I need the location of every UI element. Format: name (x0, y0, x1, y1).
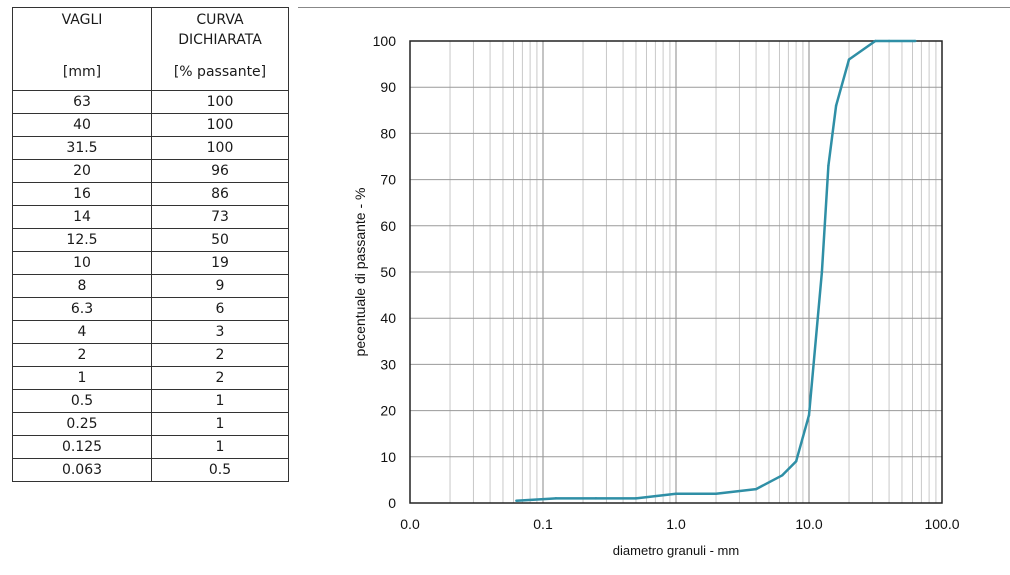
data-point (874, 39, 877, 43)
sieve-size-cell: 4 (12, 320, 152, 344)
header-curva: CURVA DICHIARATA [% passante] (151, 7, 289, 91)
percent-passing-cell: 0.5 (151, 458, 289, 482)
data-point (914, 39, 917, 43)
percent-passing-cell: 86 (151, 182, 289, 206)
y-tick-label: 40 (380, 310, 396, 326)
x-tick-label: 0.1 (533, 516, 553, 532)
data-point (847, 58, 851, 61)
table-row: 31.5 100 (12, 136, 289, 160)
table-row: 20 96 (12, 159, 289, 183)
x-tick-label: 100.0 (924, 516, 959, 532)
sieve-size-cell: 16 (12, 182, 152, 206)
grading-curve-chart: 0 10 20 30 40 50 60 70 80 90 100 0.0 0.1 1.0 10.0 100.0… (352, 33, 960, 558)
percent-passing-cell: 19 (151, 251, 289, 275)
y-tick-label: 30 (380, 356, 396, 372)
sieve-table: VAGLI [mm] CURVA DICHIARATA [% passante]… (12, 7, 289, 482)
header-curva-unit: [% passante] (173, 64, 267, 80)
sieve-size-cell: 0.25 (12, 412, 152, 436)
percent-passing-cell: 6 (151, 297, 289, 321)
sieve-size-cell: 12.5 (12, 228, 152, 252)
table-header-row: VAGLI [mm] CURVA DICHIARATA [% passante] (12, 7, 289, 91)
percent-passing-cell: 100 (151, 113, 289, 137)
percent-passing-cell: 96 (151, 159, 289, 183)
percent-passing-cell: 1 (151, 389, 289, 413)
table-row: 0.063 0.5 (12, 458, 289, 482)
y-tick-label: 60 (380, 218, 396, 234)
table-row: 0.125 1 (12, 435, 289, 459)
table-row: 14 73 (12, 205, 289, 229)
sieve-size-cell: 63 (12, 90, 152, 114)
sieve-size-cell: 0.5 (12, 389, 152, 413)
data-point (554, 497, 558, 500)
table-row: 63 100 (12, 90, 289, 114)
percent-passing-cell: 9 (151, 274, 289, 298)
table-row: 0.5 1 (12, 389, 289, 413)
header-vagli-unit: [mm] (62, 64, 102, 80)
data-point (515, 499, 518, 502)
sieve-size-cell: 6.3 (12, 297, 152, 321)
sieve-size-cell: 0.125 (12, 435, 152, 459)
data-point (594, 497, 598, 500)
sieve-size-cell: 20 (12, 159, 152, 183)
y-tick-label: 20 (380, 403, 396, 419)
table-row: 16 86 (12, 182, 289, 206)
sieve-size-cell: 2 (12, 343, 152, 367)
header-vagli-line1: VAGLI (61, 12, 103, 28)
percent-passing-cell: 1 (151, 435, 289, 459)
header-curva-line1: CURVA (196, 12, 244, 28)
header-curva-line2: DICHIARATA (178, 32, 262, 48)
data-point (794, 460, 798, 463)
percent-passing-cell: 3 (151, 320, 289, 344)
data-point (820, 270, 824, 274)
top-border-line (298, 7, 1010, 8)
table-row: 10 19 (12, 251, 289, 275)
plot-border (409, 40, 943, 504)
percent-passing-cell: 73 (151, 205, 289, 229)
x-tick-label: 10.0 (795, 516, 822, 532)
data-point (714, 492, 718, 495)
table-row: 40 100 (12, 113, 289, 137)
sieve-size-cell: 8 (12, 274, 152, 298)
header-vagli: VAGLI [mm] (12, 7, 152, 91)
data-point (634, 497, 638, 500)
x-tick-label: 1.0 (666, 516, 686, 532)
table-row: 0.25 1 (12, 412, 289, 436)
data-point (834, 104, 838, 107)
percent-passing-cell: 2 (151, 343, 289, 367)
percent-passing-cell: 2 (151, 366, 289, 390)
y-tick-label: 100 (373, 33, 397, 49)
percent-passing-cell: 100 (151, 90, 289, 114)
data-point (887, 39, 891, 43)
sieve-size-cell: 1 (12, 366, 152, 390)
data-point (674, 492, 678, 495)
percent-passing-cell: 50 (151, 228, 289, 252)
y-tick-label: 10 (380, 449, 396, 465)
y-tick-label: 70 (380, 172, 396, 188)
sieve-size-cell: 14 (12, 205, 152, 229)
sieve-size-cell: 40 (12, 113, 152, 137)
y-tick-label: 90 (380, 79, 396, 95)
table-row: 12.5 50 (12, 228, 289, 252)
sieve-size-cell: 0.063 (12, 458, 152, 482)
percent-passing-cell: 100 (151, 136, 289, 160)
data-point (807, 414, 811, 417)
y-axis-label: pecentuale di passante - % (352, 188, 368, 357)
data-point (827, 164, 830, 167)
x-axis-label: diametro granuli - mm (613, 543, 739, 558)
table-row: 6.3 6 (12, 297, 289, 321)
percent-passing-cell: 1 (151, 412, 289, 436)
x-tick-label: 0.0 (400, 516, 420, 532)
y-tick-label: 80 (380, 125, 396, 141)
sieve-size-cell: 10 (12, 251, 152, 275)
y-tick-label: 50 (380, 264, 396, 280)
data-point (781, 474, 784, 477)
data-point (754, 487, 758, 491)
sieve-size-cell: 31.5 (12, 136, 152, 160)
y-tick-label: 0 (388, 495, 396, 511)
